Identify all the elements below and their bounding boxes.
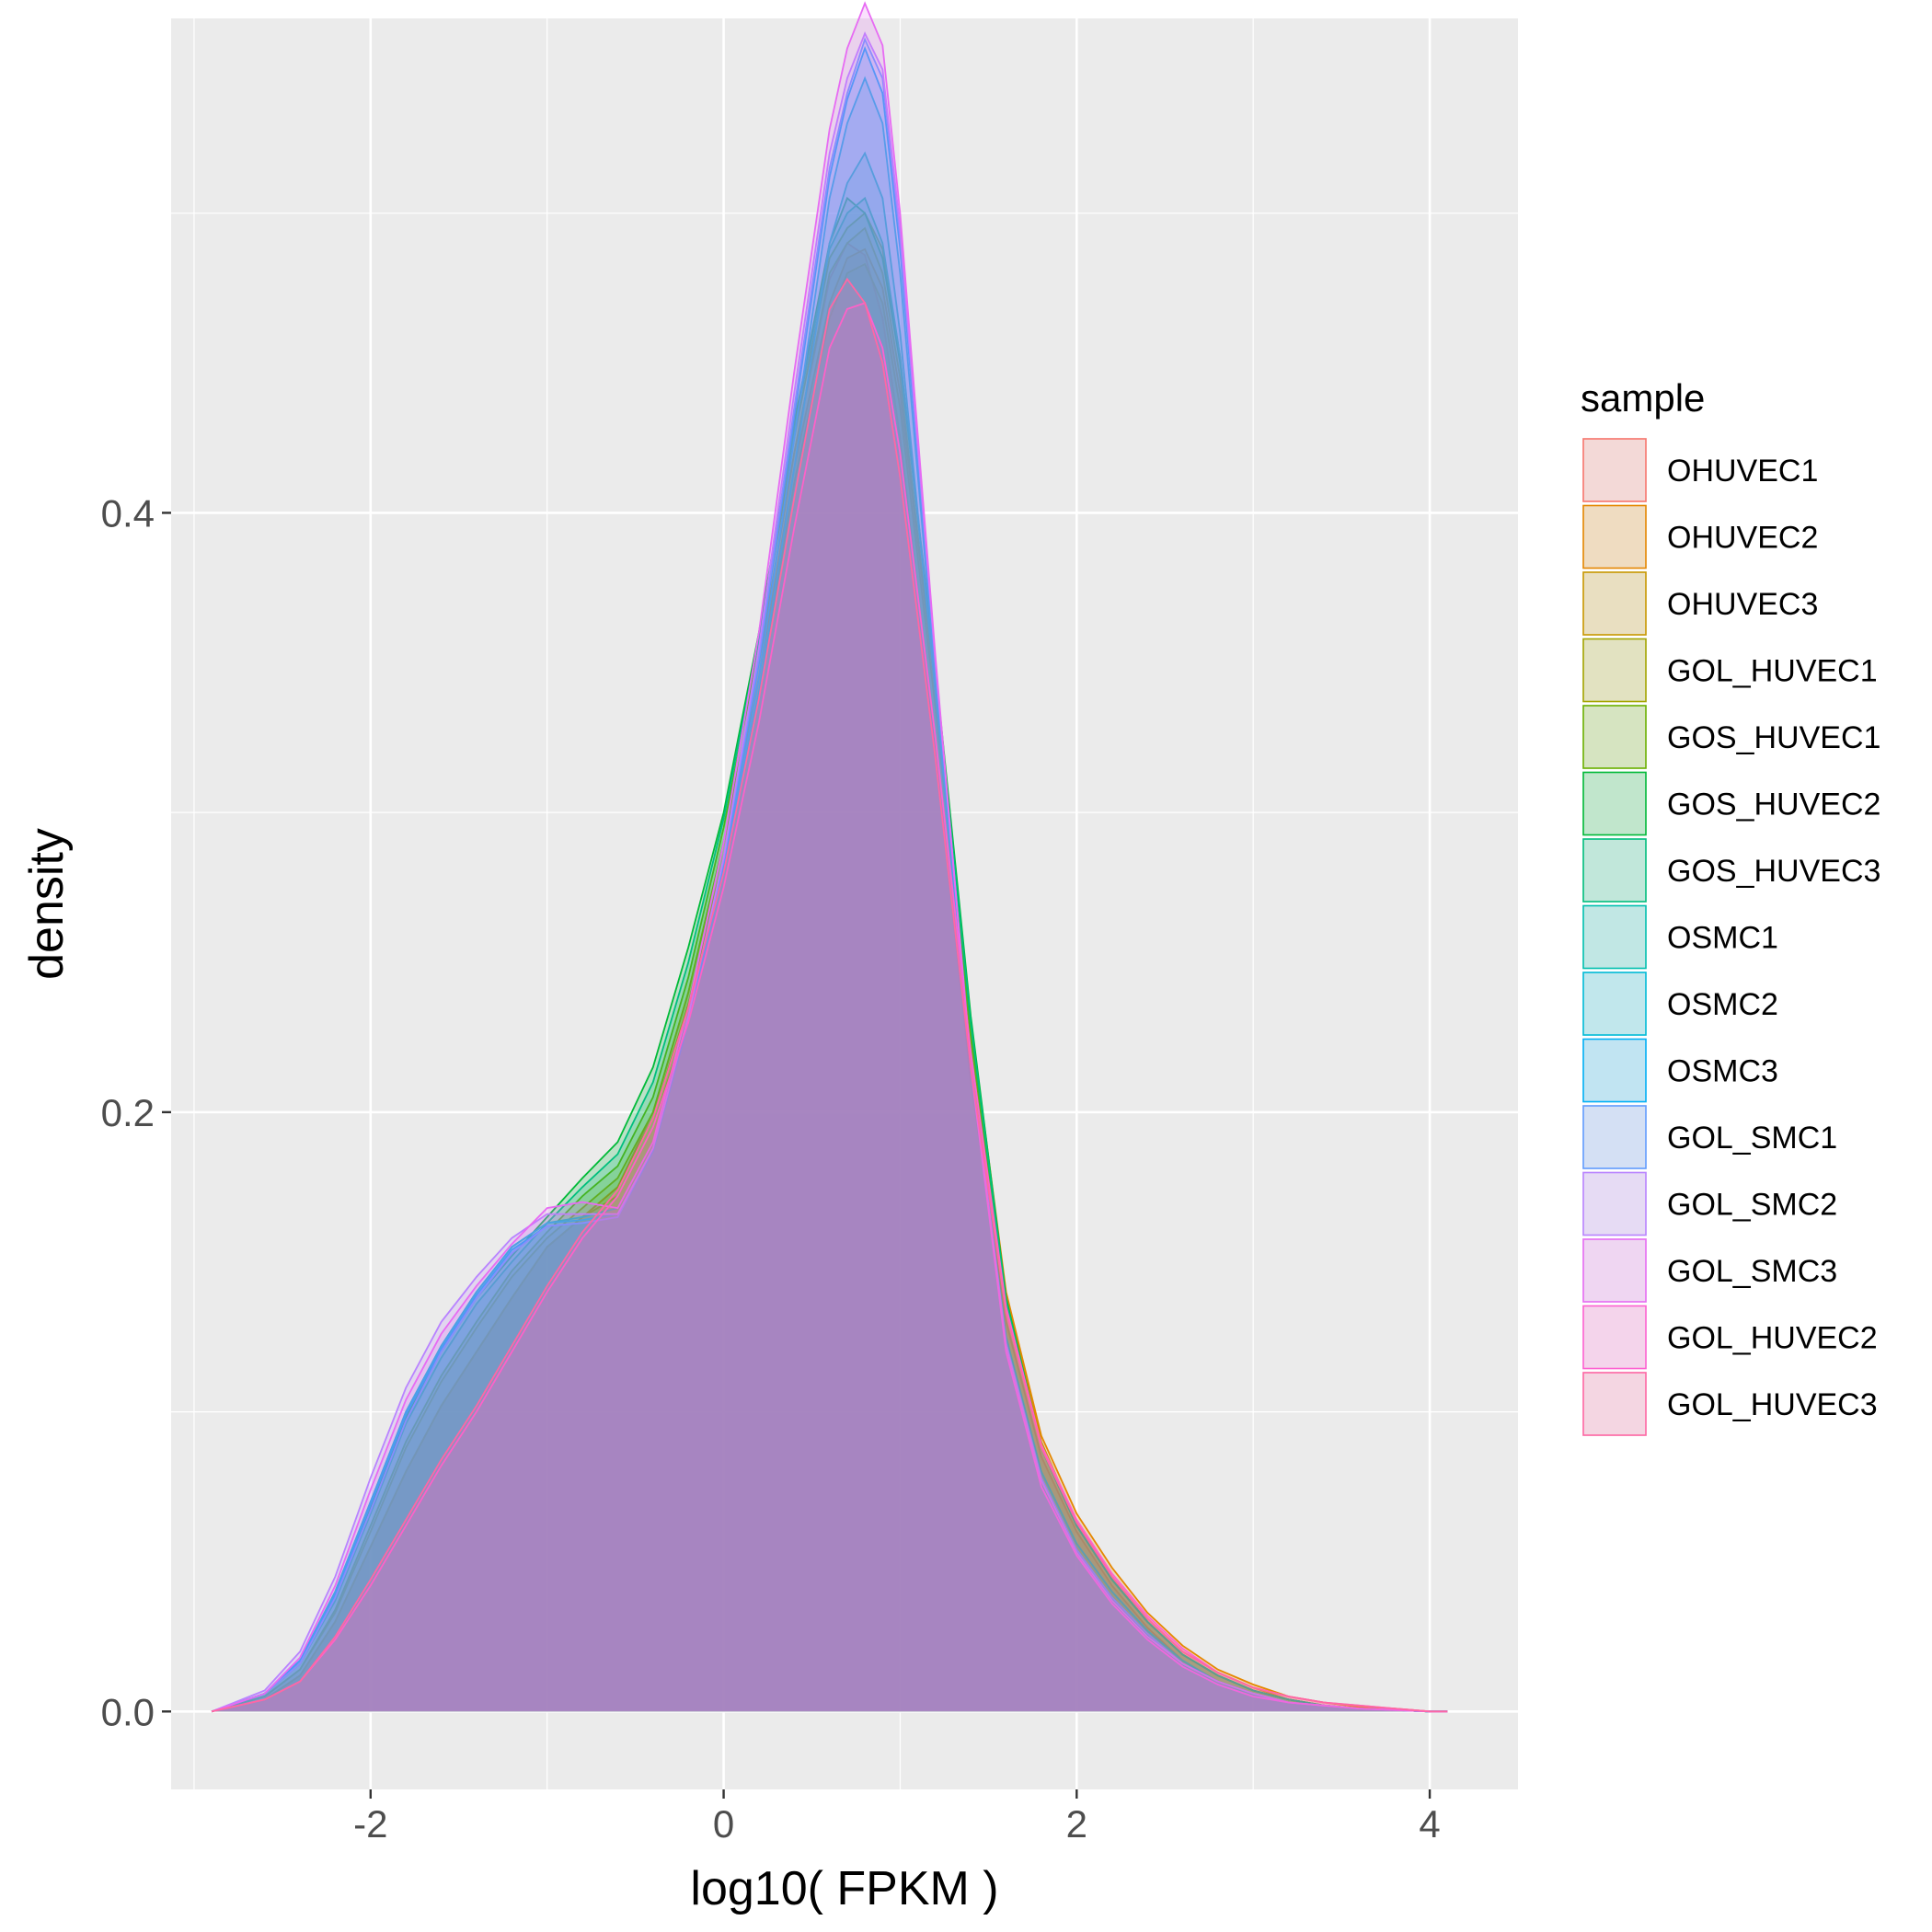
legend-label-ohuvec3: OHUVEC3 (1667, 587, 1818, 622)
legend-swatch-gol-smc2 (1582, 1171, 1647, 1236)
legend-label-gol-smc3: GOL_SMC3 (1667, 1254, 1837, 1289)
legend-swatch-gos-huvec1 (1582, 705, 1647, 769)
legend-key-osmc2 (1582, 972, 1647, 1036)
legend-key-ohuvec2 (1582, 504, 1647, 569)
density-area-osmc2 (212, 78, 1448, 1712)
legend-swatch-osmc1 (1582, 904, 1647, 970)
legend-key-gol-smc3 (1582, 1238, 1647, 1303)
density-line-gol-smc2 (211, 31, 1448, 1713)
legend-key-gos-huvec2 (1582, 771, 1647, 836)
legend-label-gos-huvec2: GOS_HUVEC2 (1667, 788, 1880, 822)
density-area-osmc1 (212, 153, 1448, 1712)
density-area-gol-huvec1 (212, 228, 1448, 1712)
legend-label-gol-smc1: GOL_SMC1 (1667, 1121, 1837, 1156)
density-series (211, 1, 1448, 1713)
x-tick-label: -2 (353, 1802, 387, 1846)
major-gridlines (171, 18, 1518, 1789)
legend-key-ohuvec3 (1582, 571, 1647, 636)
legend-swatch-ohuvec3 (1582, 571, 1647, 636)
legend-swatch-gol-smc3 (1582, 1238, 1647, 1303)
minor-gridlines (171, 18, 1518, 1789)
density-line-gol-smc3 (211, 1, 1448, 1713)
density-area-gol-huvec2 (212, 303, 1448, 1712)
legend-swatch-gol-smc1 (1582, 1105, 1647, 1169)
y-axis: 0.0 0.2 0.4 (101, 491, 171, 1733)
y-tick-label: 0.4 (101, 491, 155, 535)
density-area-ohuvec3 (212, 264, 1448, 1712)
legend-key-gol-smc1 (1582, 1105, 1647, 1169)
legend-key-gol-huvec1 (1582, 638, 1647, 703)
density-area-osmc3 (212, 48, 1448, 1712)
legend-swatch-gol-huvec1 (1582, 638, 1647, 703)
legend-swatch-osmc3 (1582, 1038, 1647, 1103)
density-line-gol-huvec3 (211, 277, 1448, 1713)
y-axis-title: density (20, 828, 74, 980)
legend-label-gos-huvec1: GOS_HUVEC1 (1667, 720, 1880, 755)
legend-title: sample (1581, 376, 1705, 420)
legend-swatch-gol-huvec3 (1582, 1372, 1647, 1436)
density-area-ohuvec1 (212, 243, 1448, 1712)
legend-label-gol-huvec1: GOL_HUVEC1 (1667, 654, 1878, 689)
legend-label-ohuvec2: OHUVEC2 (1667, 521, 1818, 556)
legend-key-ohuvec1 (1582, 438, 1647, 502)
density-line-gos-huvec3 (211, 196, 1448, 1713)
density-area-gol-smc3 (212, 3, 1448, 1712)
legend-swatch-gos-huvec3 (1582, 838, 1647, 903)
legend-label-gol-smc2: GOL_SMC2 (1667, 1188, 1837, 1223)
legend-label-ohuvec1: OHUVEC1 (1667, 454, 1818, 489)
y-tick-label: 0.2 (101, 1091, 155, 1134)
density-area-gos-huvec3 (212, 198, 1448, 1712)
legend-key-gol-huvec3 (1582, 1372, 1647, 1436)
legend-swatch-ohuvec2 (1582, 504, 1647, 569)
legend-swatch-gos-huvec2 (1582, 771, 1647, 836)
x-tick-label: 2 (1066, 1802, 1087, 1846)
legend-label-osmc3: OSMC3 (1667, 1054, 1778, 1089)
legend-label-osmc1: OSMC1 (1667, 921, 1778, 956)
density-area-gol-huvec3 (212, 279, 1448, 1712)
legend-key-gos-huvec1 (1582, 705, 1647, 769)
legend-label-gos-huvec3: GOS_HUVEC3 (1667, 854, 1880, 889)
legend-swatch-osmc2 (1582, 972, 1647, 1036)
legend-key-gol-smc2 (1582, 1171, 1647, 1236)
legend-key-gos-huvec3 (1582, 838, 1647, 903)
x-axis: -2 0 2 4 (353, 1789, 1441, 1846)
x-axis-title: log10( FPKM ) (690, 1862, 998, 1915)
legend-label-gol-huvec2: GOL_HUVEC2 (1667, 1321, 1878, 1356)
legend-swatch-ohuvec1 (1582, 438, 1647, 502)
x-tick-label: 4 (1419, 1802, 1440, 1846)
density-area-gol-smc1 (212, 39, 1448, 1712)
legend-key-osmc3 (1582, 1038, 1647, 1103)
x-tick-label: 0 (713, 1802, 734, 1846)
legend-key-osmc1 (1582, 904, 1647, 970)
legend-label-gol-huvec3: GOL_HUVEC3 (1667, 1387, 1878, 1422)
legend-swatch-gol-huvec2 (1582, 1305, 1647, 1370)
legend: sample OHUVEC1 OHUVEC2 OHUVEC3 GOL_HUVEC1 GO… (1581, 376, 1880, 1436)
legend-label-osmc2: OSMC2 (1667, 987, 1778, 1022)
y-tick-label: 0.0 (101, 1690, 155, 1733)
density-area-gos-huvec2 (212, 198, 1448, 1712)
density-area-gol-smc2 (212, 33, 1448, 1712)
density-area-ohuvec2 (212, 248, 1448, 1712)
legend-key-gol-huvec2 (1582, 1305, 1647, 1370)
